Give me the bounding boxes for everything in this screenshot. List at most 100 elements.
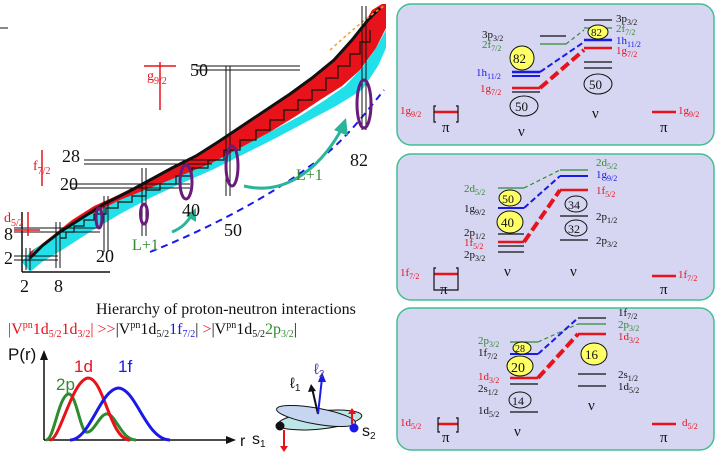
p1-pi-left-bracket [433,105,459,123]
nuclear-chart: 50 28 20 8 2 2 8 20 40 50 82 g9/2 f7/2 d… [0,4,386,296]
spin-1-head [280,446,288,452]
p1-circle-82a [509,45,535,71]
particle-2 [349,423,359,433]
p3-pi-left-label: 1d5/2 [400,417,421,431]
p1-trans-red [538,48,586,90]
label-l1: ℓ1 [290,375,301,394]
spin-2-head [348,408,356,414]
p3-l-1d52-label: 1d5/2 [478,405,499,419]
p2-circle-34 [564,195,588,213]
p3-circle-14 [508,391,532,409]
p2-r-2p32-label: 2p3/2 [596,235,617,249]
panel-2: 1f7/2 π 2d5/2 1g9/2 2p1/2 1f5/2 2p3/2 50… [396,153,715,301]
p1-r-1g-label: 1g7/2 [616,45,637,59]
p2-l-2p32-label: 2p3/2 [464,249,485,263]
p1-l-1h-label: 1h11/2 [476,67,501,81]
curve-2p [45,392,137,442]
radial-xlabel: r [240,433,246,450]
p2-circle-50-text: 50 [502,192,514,206]
p2-trans-red [522,188,562,244]
panel-3: 1d5/2 π 2p3/2 1f7/2 1d3/2 2s1/2 1d5/2 28… [396,307,715,451]
p3-r-2p-label: 2p3/2 [618,319,639,333]
axis-bottom-2: 2 [20,276,29,296]
orbital-d52: d5/2 [4,211,24,229]
p2-nu-left: ν [504,264,511,280]
p3-circle-16-text: 16 [585,347,599,362]
p3-circle-28 [512,341,532,355]
p1-circle-82a-text: 82 [513,51,526,66]
p3-l-1d32-label: 1d3/2 [478,371,499,385]
magic-40: 40 [182,200,200,220]
p2-pi-right: π [660,282,668,298]
l2-head [318,372,326,382]
p3-trans-red [536,332,580,380]
radial-plot: P(r) r 2p 1d 1f [8,345,246,450]
stability-line [28,6,382,260]
p3-circle-14-text: 14 [512,394,524,408]
p1-r-2f-label: 2f7/2 [616,23,635,37]
p2-circle-50 [498,189,522,207]
panel-2-bg [396,153,715,301]
p3-r-2s-label: 2s1/2 [618,369,638,383]
label-l2: ℓ2 [314,361,325,380]
p1-trans-green [565,29,585,45]
curve-1f [69,386,171,442]
magic-20-side: 20 [60,174,78,194]
l1-head [308,384,316,392]
magic-50-bottom: 50 [224,220,242,240]
radial-ylabel: P(r) [8,345,36,364]
p3-trans-green [537,323,579,343]
p2-circle-40-text: 40 [501,215,514,230]
lplus1-label-b: L+1 [296,167,323,184]
p1-l-1g-label: 1g7/2 [480,83,501,97]
p1-r-1h-label: 1h11/2 [616,35,641,49]
magic-grid [0,6,367,270]
p1-circle-50a [509,95,539,117]
p1-nu-right: ν [592,106,599,122]
p3-l-2s-label: 2s1/2 [478,383,498,397]
p2-circle-32 [564,219,588,237]
p3-circle-20 [506,355,534,377]
axis-left-2: 2 [4,248,13,268]
p2-l-2d-label: 2d5/2 [464,183,485,197]
p2-r-2p12-label: 2p1/2 [596,211,617,225]
lplus1-label-a: L+1 [132,237,159,254]
p2-trans-blue [523,175,561,209]
p2-circle-40 [496,210,524,234]
p1-pi-left: π [442,120,450,136]
radial-label-2p: 2p [56,375,75,394]
orbital-f72: f7/2 [33,159,50,177]
p3-circle-20-text: 20 [511,361,525,376]
p2-pi-right-label: 1f7/2 [678,269,697,283]
p1-circle-82b [587,24,609,40]
proton-dripline [329,5,385,51]
magic-82: 82 [350,150,368,170]
p1-circle-50a-text: 50 [515,99,528,114]
arrow-l1-right [243,131,342,190]
p3-nu-right: ν [588,398,595,414]
p2-pi-left-bracket [433,267,459,291]
axis-bottom-8: 8 [54,276,63,296]
radial-label-1f: 1f [118,357,132,376]
p3-r-1d52-label: 1d5/2 [618,381,639,395]
p1-l-2f-label: 2f7/2 [482,39,501,53]
p2-l-1f-label: 1f5/2 [464,237,483,251]
p1-pi-right: π [660,120,668,136]
p1-circle-82b-text: 82 [591,27,602,39]
p1-circle-50b-text: 50 [589,77,602,92]
p1-l-3p-label: 3p3/2 [482,29,503,43]
p2-r-1f-label: 1f5/2 [596,185,615,199]
dashed-guide [149,89,385,253]
p2-circle-32-text: 32 [568,222,580,236]
l1-vector [311,387,319,415]
p2-l-2p12-label: 2p1/2 [464,227,485,241]
p1-circle-50b [583,73,613,95]
radial-y-arrow [40,350,48,360]
hierarchy-formula: |Vpn1d5/21d3/2| >>|Vpn1d5/21f7/2| >|Vpn1… [8,320,297,340]
magic-28: 28 [62,146,80,166]
p3-l-1f-label: 1f7/2 [478,347,497,361]
highlight-ellipses [94,78,373,230]
arrowhead-right [334,118,348,136]
p3-circle-28-text: 28 [515,344,525,355]
